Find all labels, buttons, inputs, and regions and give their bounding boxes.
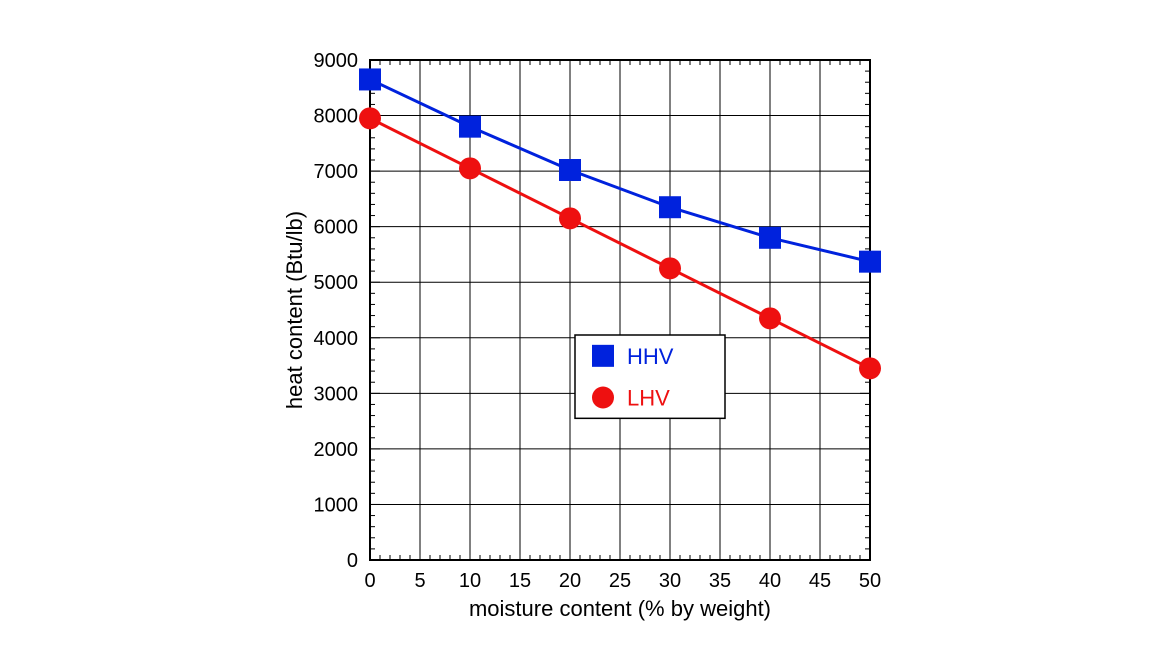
svg-text:0: 0 [347, 550, 358, 572]
legend-marker-hhv [592, 345, 614, 367]
svg-text:6000: 6000 [314, 217, 359, 239]
marker-hhv [459, 116, 481, 138]
svg-text:45: 45 [809, 570, 831, 592]
marker-hhv [359, 68, 381, 90]
marker-hhv [659, 196, 681, 218]
svg-text:40: 40 [759, 570, 781, 592]
svg-text:0: 0 [364, 570, 375, 592]
x-axis-label: moisture content (% by weight) [469, 596, 771, 621]
svg-text:2000: 2000 [314, 439, 359, 461]
marker-hhv [759, 227, 781, 249]
marker-lhv [759, 307, 781, 329]
svg-text:3000: 3000 [314, 383, 359, 405]
svg-text:30: 30 [659, 570, 681, 592]
legend-label-hhv: HHV [627, 344, 674, 369]
marker-lhv [459, 157, 481, 179]
svg-text:5: 5 [414, 570, 425, 592]
marker-hhv [859, 251, 881, 273]
svg-text:25: 25 [609, 570, 631, 592]
svg-text:8000: 8000 [314, 106, 359, 128]
legend-marker-lhv [592, 387, 614, 409]
svg-text:15: 15 [509, 570, 531, 592]
marker-hhv [559, 159, 581, 181]
svg-text:4000: 4000 [314, 328, 359, 350]
marker-lhv [559, 207, 581, 229]
svg-text:35: 35 [709, 570, 731, 592]
marker-lhv [359, 107, 381, 129]
heat-content-chart: 0 5 10 15 20 25 30 35 40 45 50 0 1000 2000 3000 4000 500… [0, 0, 1170, 658]
svg-text:50: 50 [859, 570, 881, 592]
svg-text:7000: 7000 [314, 161, 359, 183]
svg-text:10: 10 [459, 570, 481, 592]
svg-text:1000: 1000 [314, 494, 359, 516]
legend-label-lhv: LHV [627, 386, 670, 411]
marker-lhv [659, 257, 681, 279]
chart-container: 0 5 10 15 20 25 30 35 40 45 50 0 1000 2000 3000 4000 500… [0, 0, 1170, 658]
svg-text:5000: 5000 [314, 272, 359, 294]
svg-text:9000: 9000 [314, 50, 359, 72]
svg-text:20: 20 [559, 570, 581, 592]
y-axis-label: heat content (Btu/lb) [282, 211, 307, 409]
marker-lhv [859, 357, 881, 379]
